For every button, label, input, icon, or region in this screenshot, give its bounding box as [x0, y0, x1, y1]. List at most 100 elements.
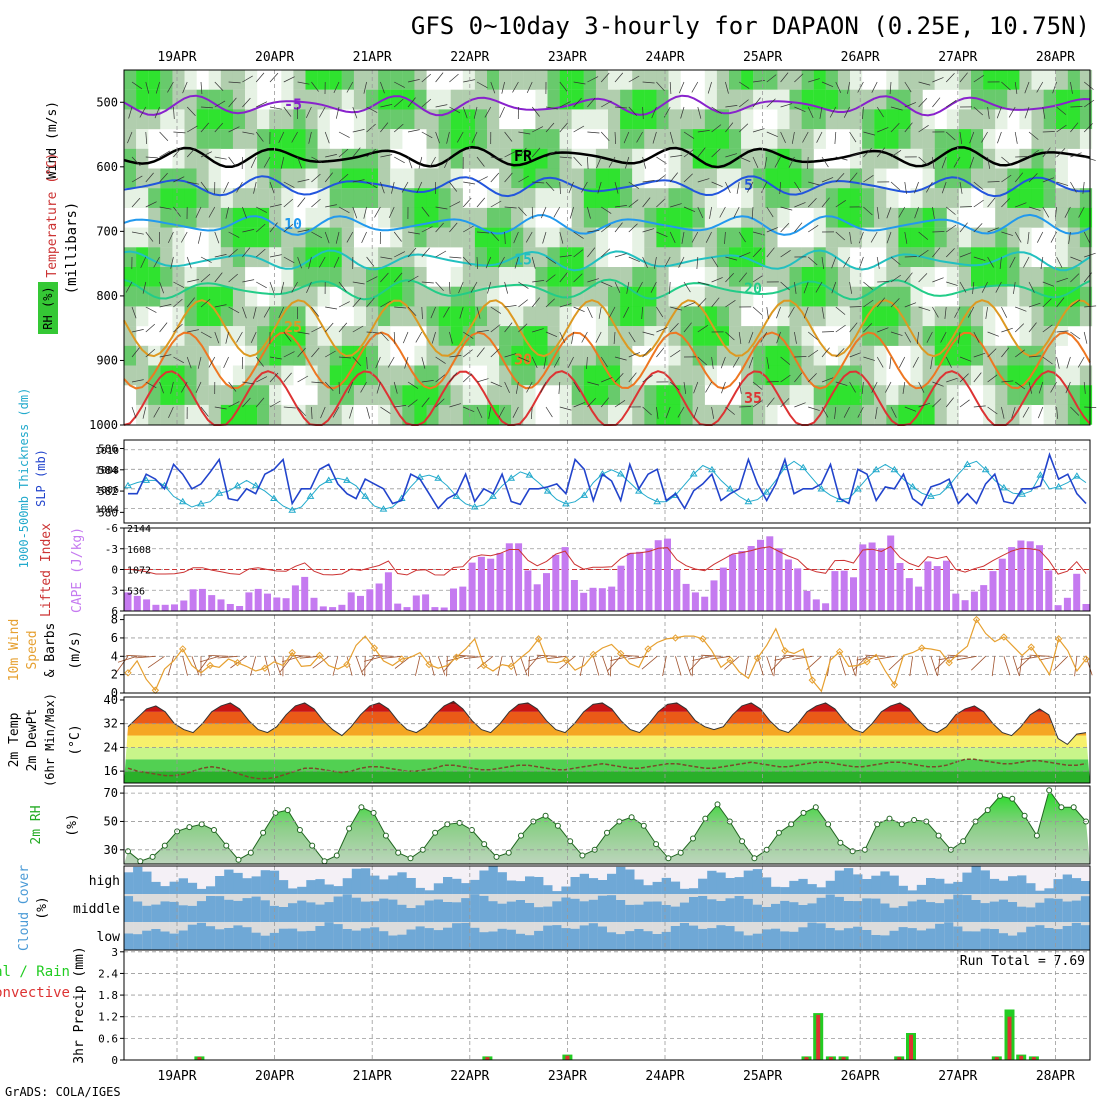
wind-barb [255, 72, 265, 83]
wind-barb [200, 106, 214, 109]
rh-cell [317, 148, 330, 169]
wind-barb [421, 281, 434, 284]
wind-barb [1014, 323, 1025, 333]
cloud-cell [1053, 879, 1063, 894]
rh-cell [862, 109, 875, 130]
cloud-cell [989, 929, 1000, 950]
rh-cell [898, 385, 911, 405]
slp-tick-label: 1006 [95, 485, 119, 496]
wind-barb-10m [364, 656, 366, 677]
wind-barb [311, 156, 323, 163]
cloud-cell [907, 928, 917, 950]
wind-barb [490, 81, 496, 94]
rh-cell [716, 267, 730, 287]
cloud-cell [470, 927, 480, 950]
cape-bar [180, 600, 188, 611]
wind-barb [904, 406, 917, 412]
wind-barb [821, 156, 829, 168]
cloud-cell [889, 930, 899, 950]
rh-point [825, 821, 832, 828]
wind-barb-10m [437, 656, 446, 676]
thickness-point [635, 487, 643, 494]
wind-barb [228, 81, 241, 84]
rh-cell [160, 168, 173, 189]
wind-barb-10m [208, 655, 229, 657]
cloud-cell [707, 899, 717, 922]
wind-barb [338, 131, 350, 138]
rh-cell [474, 267, 488, 287]
rh-cell [958, 345, 972, 366]
rh-cell [716, 109, 730, 130]
isotherm-line [123, 175, 1091, 198]
cape-bar [422, 594, 430, 611]
rh-cell [789, 385, 802, 405]
wind-barb [338, 301, 350, 308]
wind-barb [849, 231, 852, 244]
isotherm-label: 30 [514, 350, 532, 368]
rh-cell [305, 148, 318, 169]
rh-cell [124, 148, 137, 169]
wind-barb [1056, 356, 1060, 369]
wind-barb [636, 131, 643, 143]
cloud-cell [415, 887, 425, 894]
rh-frame [123, 785, 1091, 865]
rh-point [198, 821, 205, 828]
cape-bar [487, 558, 495, 611]
thickness-point [653, 497, 662, 505]
wind-barb [766, 306, 769, 319]
rh-cell [196, 148, 209, 169]
cape-bar [208, 595, 216, 611]
rh-cell [426, 129, 439, 149]
wind-barb [407, 247, 417, 258]
wind-barb [725, 331, 735, 341]
cloud-cell [597, 895, 608, 922]
wind-barb [821, 81, 834, 88]
wind-barb [1028, 281, 1035, 293]
rh-cell [378, 188, 391, 208]
rh-cell [644, 326, 657, 346]
wind-barb [597, 181, 602, 194]
wind-barb [794, 181, 802, 193]
rh-cell [462, 267, 475, 287]
wind-barb [131, 406, 137, 419]
wind-barb [1009, 256, 1016, 268]
cloud-cell [169, 901, 179, 922]
wind-barb [559, 406, 572, 411]
wind-barb [263, 156, 271, 168]
rh-cell [269, 188, 282, 208]
rh-cell [825, 188, 838, 208]
date-label-bottom: 28APR [1036, 1069, 1075, 1084]
chart-layers: 19APR 20APR 21APR 22APR 23APR 24APR 25APR 26APR… [0, 50, 1097, 1084]
wind-barb [449, 331, 453, 344]
cloud-cell [370, 875, 380, 894]
rh-cell [1067, 306, 1080, 327]
rh-cell [995, 207, 1008, 228]
precip-convective-bar [804, 1057, 809, 1060]
rh-cell [668, 227, 681, 248]
cloud-cell [825, 880, 835, 894]
cloud-cell [807, 884, 817, 894]
rh-point [935, 832, 942, 839]
wind-axis-label-1: 10m Wind [7, 619, 22, 682]
wind-barb [738, 381, 742, 394]
rh-cell [293, 247, 306, 268]
wind-barb [807, 331, 818, 340]
rh-cell [414, 227, 427, 248]
rh-cell [644, 385, 657, 405]
rh-cell [910, 306, 923, 327]
wind-barb [725, 406, 735, 415]
rh-cell [608, 70, 621, 90]
wind-barb [683, 381, 687, 394]
rh-cell [837, 404, 851, 425]
cloud-cell [898, 885, 908, 894]
rh-cell [245, 89, 258, 110]
wind-barb [429, 156, 436, 168]
rh-cell [765, 129, 778, 149]
wind-barb [1042, 281, 1055, 287]
cape-bar [161, 604, 169, 611]
cape-bar [617, 565, 625, 611]
cloud-cell [962, 931, 972, 950]
rh-cell [1019, 109, 1032, 130]
rh-cell [1055, 267, 1068, 287]
